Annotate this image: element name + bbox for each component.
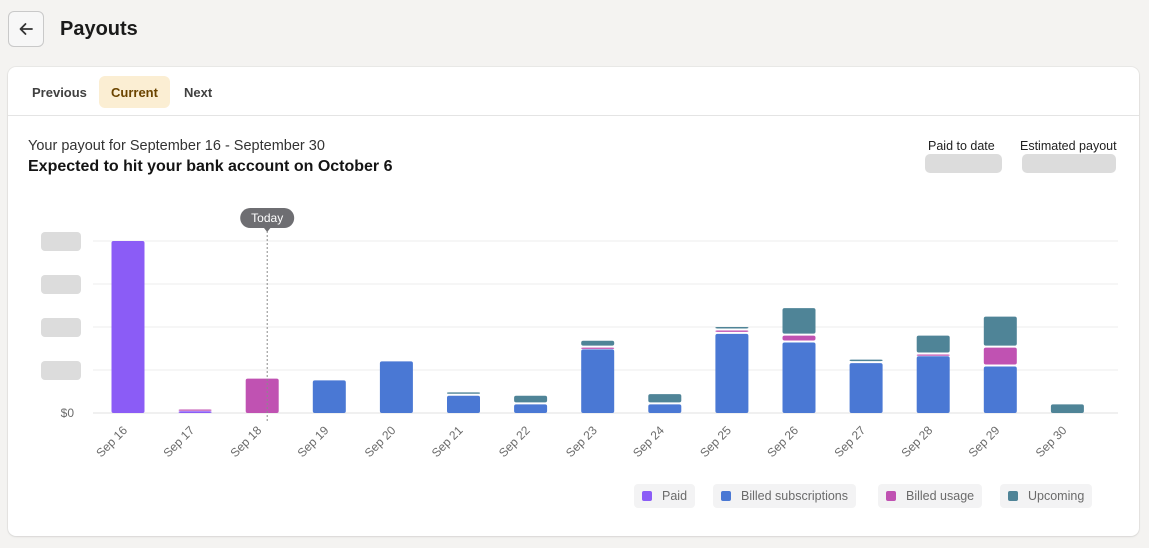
x-tick-label: Sep 21 [429, 423, 466, 460]
legend-label: Upcoming [1028, 489, 1085, 503]
x-tick-label: Sep 30 [1033, 423, 1070, 460]
y-tick-placeholder [41, 275, 81, 294]
tab-current[interactable]: Current [99, 76, 170, 108]
page-title: Payouts [60, 18, 138, 40]
tab-previous[interactable]: Previous [32, 84, 87, 100]
payout-range-text: Your payout for September 16 - September… [28, 138, 325, 154]
bar-upcoming[interactable] [849, 359, 883, 362]
page-header: Payouts [0, 0, 1149, 60]
today-marker-pill [240, 208, 295, 228]
x-tick-label: Sep 23 [563, 423, 600, 460]
y-tick-placeholder [41, 361, 81, 380]
paid-to-date-label: Paid to date [928, 139, 995, 153]
back-button[interactable] [8, 11, 44, 47]
legend-label: Paid [662, 489, 688, 503]
bar-upcoming[interactable] [782, 308, 816, 334]
legend-swatch [886, 491, 896, 501]
x-tick-label: Sep 18 [228, 423, 265, 460]
legend-swatch [642, 491, 652, 501]
arrow-left-icon [19, 23, 33, 35]
bar-upcoming[interactable] [581, 340, 615, 346]
bar-upcoming[interactable] [1050, 404, 1084, 413]
expected-arrival-text: Expected to hit your bank account on Oct… [28, 158, 393, 175]
bar-billed-subscriptions[interactable] [648, 404, 682, 413]
bar-upcoming[interactable] [447, 392, 480, 394]
bar-billed-subscriptions[interactable] [312, 380, 346, 413]
today-marker-pointer [263, 227, 272, 232]
estimated-payout-label: Estimated payout [1020, 139, 1117, 153]
x-tick-label: Sep 24 [630, 423, 667, 460]
bar-upcoming[interactable] [648, 394, 682, 403]
y-tick-label: $0 [61, 406, 75, 420]
bar-upcoming[interactable] [916, 335, 950, 353]
bar-billed-usage[interactable] [715, 330, 749, 332]
legend-item-paid[interactable]: Paid [634, 484, 696, 508]
legend-label: Billed subscriptions [741, 489, 848, 503]
bar-billed-usage[interactable] [782, 335, 816, 341]
x-tick-label: Sep 27 [831, 423, 868, 460]
legend-swatch [1008, 491, 1018, 501]
payout-bar-chart: $0 Sep 16 Sep 17 Sep 18 Sep 19 Sep 20 Sep 21 Se… [41, 208, 1118, 460]
bar-billed-usage[interactable] [178, 409, 212, 411]
x-tick-label: Sep 28 [899, 423, 936, 460]
bar-billed-subscriptions[interactable] [715, 333, 749, 413]
bar-billed-subscriptions[interactable] [447, 395, 480, 413]
bar-upcoming[interactable] [715, 327, 749, 329]
bar-paid[interactable] [111, 241, 145, 413]
bar-paid[interactable] [178, 411, 212, 413]
x-tick-label: Sep 19 [295, 423, 332, 460]
tab-next[interactable]: Next [184, 84, 213, 100]
x-tick-label: Sep 16 [93, 423, 130, 460]
x-tick-label: Sep 22 [496, 423, 533, 460]
bar-billed-subscriptions[interactable] [514, 404, 548, 413]
today-marker-label: Today [251, 211, 283, 225]
legend-item-billed-subscriptions[interactable]: Billed subscriptions [713, 484, 856, 508]
period-tabs: Previous Current Next [8, 67, 1139, 116]
bar-billed-usage[interactable] [916, 354, 950, 356]
bar-billed-subscriptions[interactable] [916, 356, 950, 413]
estimated-payout-value-placeholder [1022, 154, 1116, 173]
x-tick-label: Sep 20 [362, 423, 399, 460]
bar-billed-usage[interactable] [983, 347, 1017, 365]
x-tick-label: Sep 26 [764, 423, 801, 460]
bar-billed-subscriptions[interactable] [782, 342, 816, 413]
bar-billed-usage[interactable] [245, 378, 279, 413]
x-tick-label: Sep 17 [160, 423, 197, 460]
legend-label: Billed usage [906, 489, 975, 503]
legend-swatch [721, 491, 731, 501]
payout-card: Previous Current Next Your payout for Se… [8, 67, 1139, 536]
bar-billed-usage[interactable] [581, 347, 615, 349]
paid-to-date-value-placeholder [925, 154, 1002, 173]
x-tick-label: Sep 29 [966, 423, 1003, 460]
bar-billed-subscriptions[interactable] [983, 366, 1017, 413]
y-tick-placeholder [41, 318, 81, 337]
bar-upcoming[interactable] [983, 316, 1017, 346]
bar-billed-subscriptions[interactable] [849, 363, 883, 413]
legend-item-upcoming[interactable]: Upcoming [1000, 484, 1093, 508]
x-tick-label: Sep 25 [697, 423, 734, 460]
bar-billed-subscriptions[interactable] [379, 361, 413, 413]
legend-item-billed-usage[interactable]: Billed usage [878, 484, 983, 508]
bar-billed-subscriptions[interactable] [581, 349, 615, 413]
bar-upcoming[interactable] [514, 395, 548, 403]
y-tick-placeholder [41, 232, 81, 251]
